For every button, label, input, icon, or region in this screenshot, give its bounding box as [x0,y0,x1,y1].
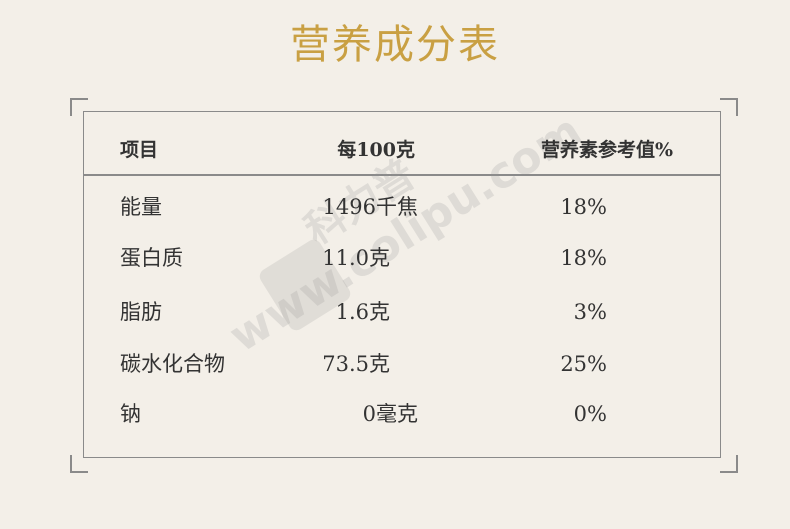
nutrient-name: 蛋白质 [120,246,183,270]
table-row: 钠 0毫克 0% [0,394,790,434]
nutrient-name: 脂肪 [120,300,162,324]
nrv-percent: 3% [573,300,607,324]
amount: 1.6克 [335,300,390,324]
table-row: 脂肪 1.6克 3% [0,292,790,332]
header-per-100g: 每100克 [337,139,415,161]
page-title: 营养成分表 [290,22,500,68]
table-row: 蛋白质 11.0克 18% [0,238,790,278]
header-divider [83,174,721,176]
nutrient-name: 碳水化合物 [120,352,225,376]
amount: 11.0克 [322,246,390,270]
nutrient-name: 能量 [120,195,162,219]
nutrient-name: 钠 [120,402,141,426]
corner-bracket-top-right [720,98,738,116]
amount: 1496千焦 [322,195,418,219]
table-row: 能量 1496千焦 18% [0,187,790,227]
header-item: 项目 [120,139,159,161]
table-frame [83,111,721,458]
table-header: 项目 每100克 营养素参考值% [0,130,790,170]
table-row: 碳水化合物 73.5克 25% [0,344,790,384]
nrv-percent: 18% [560,246,607,270]
nrv-percent: 25% [560,352,607,376]
nrv-percent: 18% [560,195,607,219]
corner-bracket-bottom-right [720,455,738,473]
nrv-percent: 0% [573,402,607,426]
corner-bracket-bottom-left [70,455,88,473]
amount: 73.5克 [322,352,390,376]
amount: 0毫克 [362,402,418,426]
corner-bracket-top-left [70,98,88,116]
header-nrv: 营养素参考值% [540,139,673,161]
